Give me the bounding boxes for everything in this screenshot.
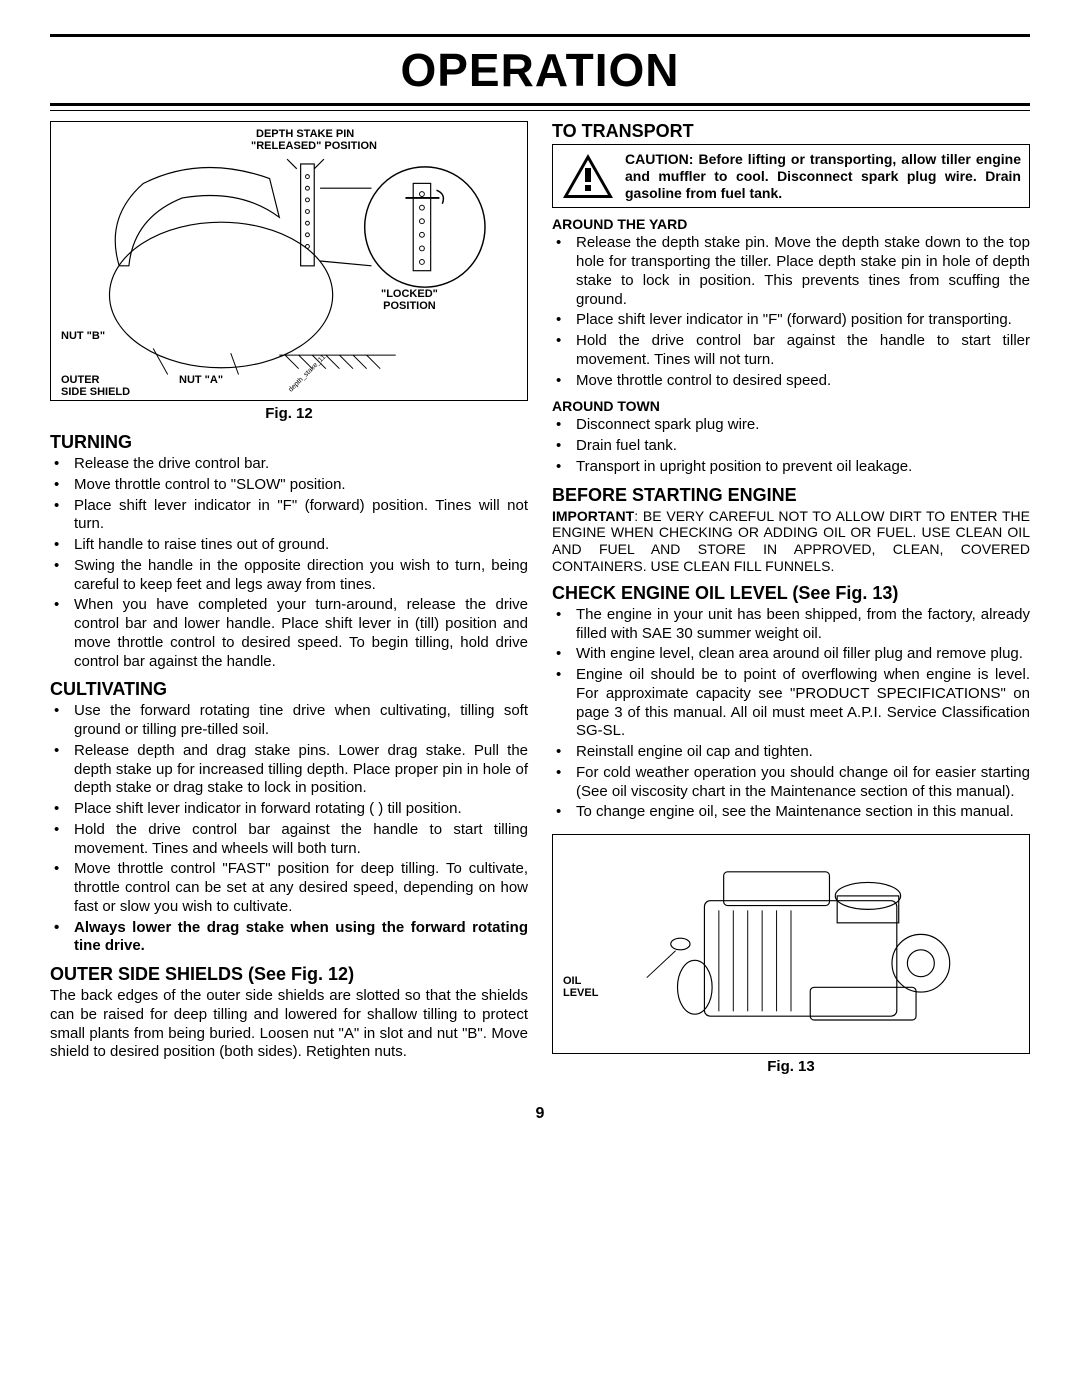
- figure-12-box: DEPTH STAKE PIN "RELEASED" POSITION "LOC…: [50, 121, 528, 401]
- list-item: Drain fuel tank.: [552, 437, 1030, 456]
- transport-heading: TO TRANSPORT: [552, 121, 1030, 142]
- turning-list: Release the drive control bar. Move thro…: [50, 455, 528, 671]
- around-yard-list: Release the depth stake pin. Move the de…: [552, 234, 1030, 390]
- list-item: Disconnect spark plug wire.: [552, 416, 1030, 435]
- figure-13-box: OIL LEVEL: [552, 834, 1030, 1054]
- page-title: OPERATION: [50, 43, 1030, 97]
- important-note: IMPORTANT: BE VERY CAREFUL NOT TO ALLOW …: [552, 508, 1030, 575]
- warning-icon: [561, 152, 615, 200]
- check-oil-heading: CHECK ENGINE OIL LEVEL (See Fig. 13): [552, 583, 1030, 604]
- list-item: Use the forward rotating tine drive when…: [50, 702, 528, 740]
- list-item: Move throttle control "FAST" position fo…: [50, 860, 528, 916]
- fig12-label-nuta: NUT "A": [179, 374, 223, 386]
- caution-box: CAUTION: Before lifting or transporting,…: [552, 144, 1030, 208]
- list-item: Place shift lever indicator in "F" (forw…: [552, 311, 1030, 330]
- fig12-label-locked: "LOCKED" POSITION: [381, 288, 438, 312]
- list-item: Hold the drive control bar against the h…: [552, 332, 1030, 370]
- cultivating-list: Use the forward rotating tine drive when…: [50, 702, 528, 956]
- important-prefix: IMPORTANT: [552, 508, 634, 524]
- right-column: TO TRANSPORT CAUTION: Before lifting or …: [552, 121, 1030, 1085]
- list-item: When you have completed your turn-around…: [50, 596, 528, 671]
- list-item: Place shift lever indicator in "F" (forw…: [50, 497, 528, 535]
- list-item: For cold weather operation you should ch…: [552, 764, 1030, 802]
- cultivating-heading: CULTIVATING: [50, 679, 528, 700]
- figure-13-caption: Fig. 13: [552, 1058, 1030, 1075]
- list-item: The engine in your unit has been shipped…: [552, 606, 1030, 644]
- list-item: Release the depth stake pin. Move the de…: [552, 234, 1030, 309]
- list-item: Lift handle to raise tines out of ground…: [50, 536, 528, 555]
- list-item: Move throttle control to desired speed.: [552, 372, 1030, 391]
- list-item: Move throttle control to "SLOW" position…: [50, 476, 528, 495]
- two-column-layout: DEPTH STAKE PIN "RELEASED" POSITION "LOC…: [50, 121, 1030, 1085]
- turning-heading: TURNING: [50, 432, 528, 453]
- around-yard-heading: AROUND THE YARD: [552, 216, 1030, 232]
- list-item: Release the drive control bar.: [50, 455, 528, 474]
- list-item: Always lower the drag stake when using t…: [50, 919, 528, 957]
- check-oil-list: The engine in your unit has been shipped…: [552, 606, 1030, 822]
- fig12-label-depth-pin: DEPTH STAKE PIN: [256, 128, 354, 140]
- list-item: Reinstall engine oil cap and tighten.: [552, 743, 1030, 762]
- list-item: Transport in upright position to prevent…: [552, 458, 1030, 477]
- top-rule: [50, 34, 1030, 37]
- figure-13-drawing: [561, 843, 1021, 1045]
- before-starting-heading: BEFORE STARTING ENGINE: [552, 485, 1030, 506]
- left-column: DEPTH STAKE PIN "RELEASED" POSITION "LOC…: [50, 121, 528, 1085]
- figure-12-caption: Fig. 12: [50, 405, 528, 422]
- fig13-oil-label: OIL LEVEL: [563, 975, 598, 999]
- figure-12-drawing: [59, 130, 519, 392]
- outer-shields-heading: OUTER SIDE SHIELDS (See Fig. 12): [50, 964, 528, 985]
- around-town-list: Disconnect spark plug wire. Drain fuel t…: [552, 416, 1030, 476]
- fig12-label-released: "RELEASED" POSITION: [251, 140, 377, 152]
- list-item: With engine level, clean area around oil…: [552, 645, 1030, 664]
- under-title-rule: [50, 103, 1030, 106]
- caution-text: CAUTION: Before lifting or transporting,…: [625, 151, 1021, 201]
- list-item: Release depth and drag stake pins. Lower…: [50, 742, 528, 798]
- fig12-label-outer-shield: OUTER SIDE SHIELD: [61, 374, 130, 398]
- list-item: Hold the drive control bar against the h…: [50, 821, 528, 859]
- list-item: Swing the handle in the opposite directi…: [50, 557, 528, 595]
- caution-prefix: CAUTION:: [625, 151, 698, 167]
- list-item: To change engine oil, see the Maintenanc…: [552, 803, 1030, 822]
- fig12-label-nutb: NUT "B": [61, 330, 105, 342]
- list-item: Engine oil should be to point of overflo…: [552, 666, 1030, 741]
- page-number: 9: [50, 1105, 1030, 1123]
- outer-shields-body: The back edges of the outer side shields…: [50, 987, 528, 1062]
- around-town-heading: AROUND TOWN: [552, 398, 1030, 414]
- list-item: Place shift lever indicator in forward r…: [50, 800, 528, 819]
- under-title-rule-thin: [50, 110, 1030, 111]
